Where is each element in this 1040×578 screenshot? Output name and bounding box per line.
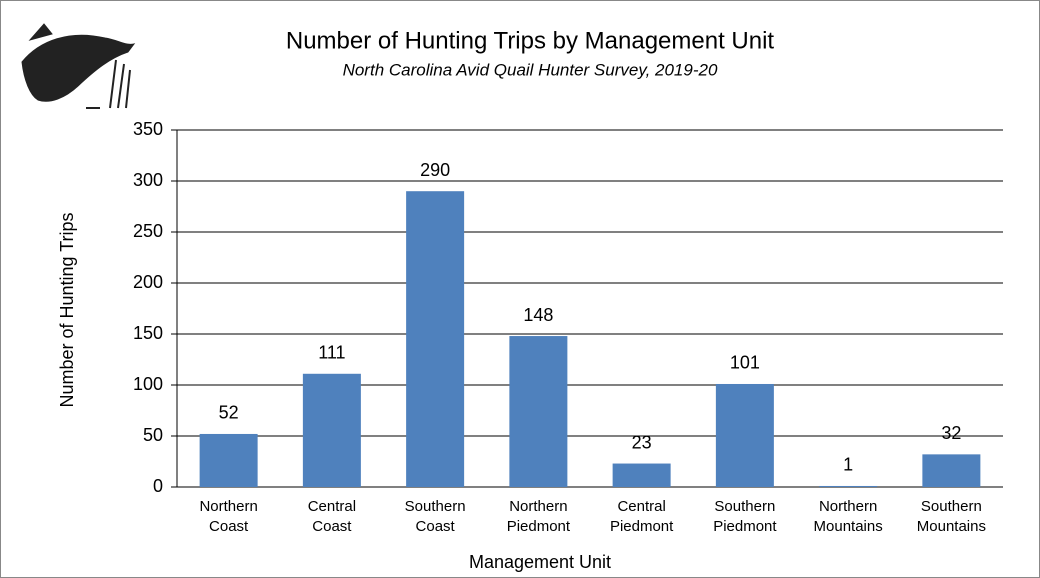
bar: [819, 486, 877, 487]
value-label: 52: [219, 403, 239, 423]
x-tick-label: Northern Coast: [184, 497, 274, 537]
x-tick-label: Northern Mountains: [803, 497, 893, 537]
x-tick-label: Central Coast: [287, 497, 377, 537]
chart-subtitle: North Carolina Avid Quail Hunter Survey,…: [343, 60, 718, 79]
chart-title: Number of Hunting Trips by Management Un…: [286, 27, 775, 54]
value-label: 101: [730, 353, 760, 373]
bar: [613, 464, 671, 487]
x-tick-label: Southern Piedmont: [700, 497, 790, 537]
y-tick-label: 250: [133, 221, 163, 241]
bar: [200, 434, 258, 487]
x-tick-label: Southern Coast: [390, 497, 480, 537]
x-tick-label: Central Piedmont: [597, 497, 687, 537]
x-tick-label: Southern Mountains: [906, 497, 996, 537]
bar: [406, 191, 464, 487]
y-tick-label: 300: [133, 170, 163, 190]
value-label: 148: [523, 305, 553, 325]
x-tick-label: Northern Piedmont: [493, 497, 583, 537]
y-tick-label: 200: [133, 272, 163, 292]
chart: Number of Hunting Trips by Management Un…: [0, 0, 1040, 578]
bar: [509, 336, 567, 487]
bar: [922, 454, 980, 487]
y-axis-title: Number of Hunting Trips: [57, 212, 77, 407]
y-tick-label: 100: [133, 374, 163, 394]
x-axis-title: Management Unit: [469, 552, 611, 572]
bar: [303, 374, 361, 487]
y-tick-label: 50: [143, 425, 163, 445]
value-label: 111: [318, 343, 345, 363]
y-tick-label: 150: [133, 323, 163, 343]
bar: [716, 384, 774, 487]
value-label: 23: [632, 432, 652, 452]
y-tick-label: 350: [133, 119, 163, 139]
value-label: 1: [843, 455, 853, 475]
value-label: 290: [420, 160, 450, 180]
value-label: 32: [941, 423, 961, 443]
y-tick-label: 0: [153, 476, 163, 496]
page: Number of Hunting Trips by Management Un…: [0, 0, 1040, 578]
